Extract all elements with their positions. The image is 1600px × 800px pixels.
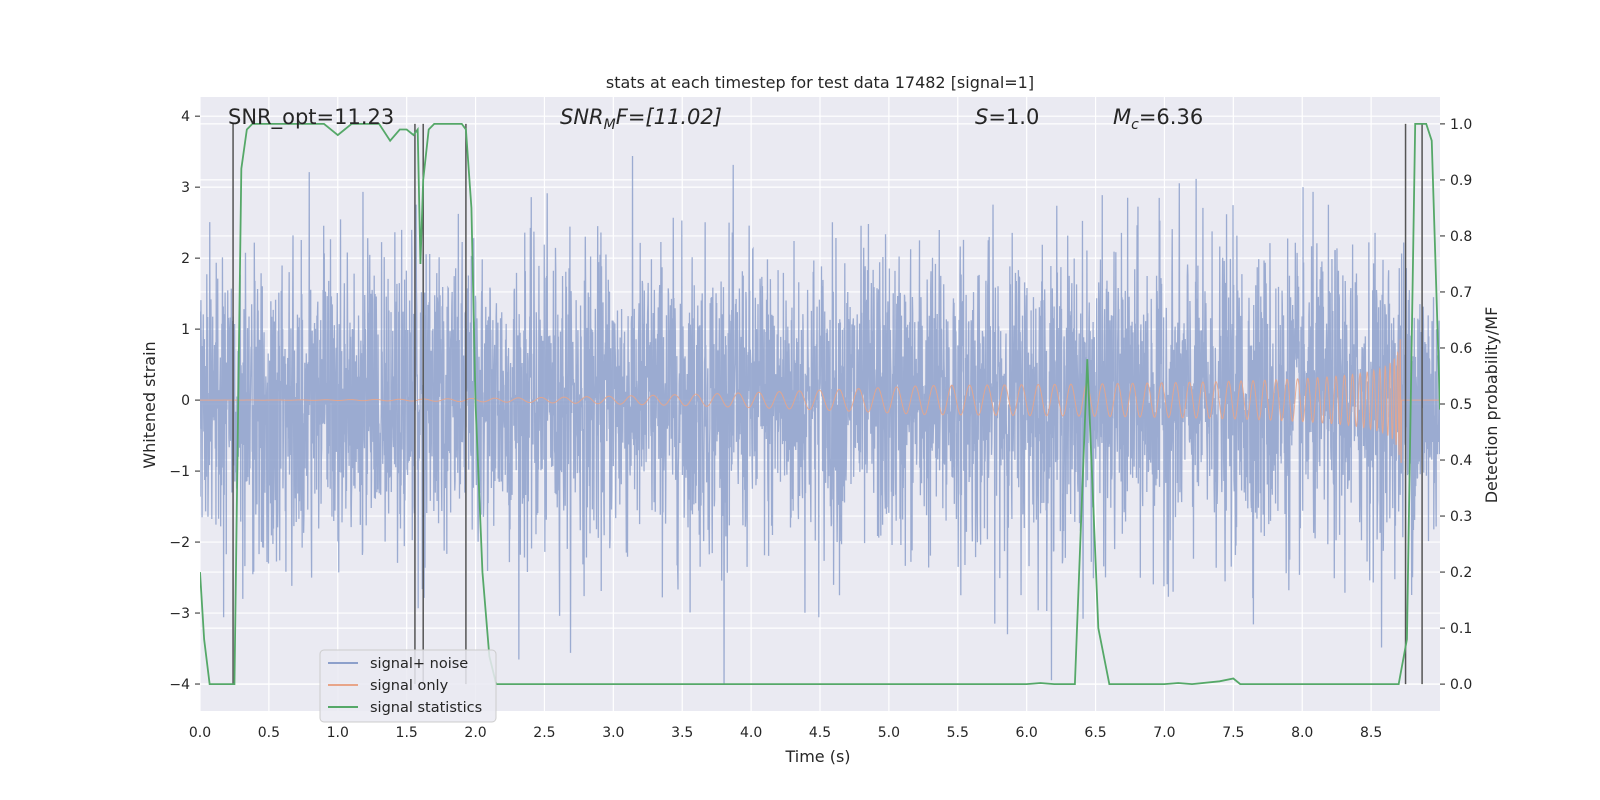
- x-tick-label: 4.5: [809, 725, 831, 741]
- right-y-tick-label: 0.6: [1450, 341, 1472, 357]
- legend: signal+ noise signal only signal statist…: [319, 649, 497, 723]
- right-y-tick-label: 0.5: [1450, 397, 1472, 413]
- x-tick-label: 5.5: [947, 725, 969, 741]
- snr-mf-subscript: M: [604, 117, 616, 133]
- x-tick-label: 7.5: [1222, 725, 1244, 741]
- x-tick-label: 5.0: [878, 725, 900, 741]
- left-y-tick-label: −2: [169, 535, 190, 551]
- right-y-tick-label: 0.0: [1450, 677, 1472, 693]
- left-y-tick-label: −1: [169, 464, 190, 480]
- x-tick-label: 4.0: [740, 725, 762, 741]
- right-y-tick-label: 0.9: [1450, 173, 1472, 189]
- mc-variable: M: [1113, 105, 1131, 129]
- right-y-tick-label: 0.3: [1450, 509, 1472, 525]
- snr-mf-suffix: F=[11.02]: [616, 105, 722, 129]
- right-y-gridlines: [200, 123, 1440, 685]
- x-tick-label: 3.0: [602, 725, 624, 741]
- x-tick-label: 0.5: [258, 725, 280, 741]
- left-y-tick-label: 3: [181, 180, 190, 196]
- legend-box: [319, 649, 497, 723]
- annotation-s: S=1.0: [975, 105, 1039, 129]
- series-line-signal-noise: [200, 155, 1440, 685]
- s-variable: S: [975, 105, 988, 129]
- right-y-tick-label: 0.7: [1450, 285, 1472, 301]
- x-tick-label: 1.0: [327, 725, 349, 741]
- right-y-axis-label: Detection probability/MF: [1482, 307, 1501, 504]
- x-tick-label: 0.0: [189, 725, 211, 741]
- mc-subscript: c: [1131, 117, 1139, 133]
- x-tick-label: 2.5: [533, 725, 555, 741]
- x-tick-label: 8.5: [1360, 725, 1382, 741]
- x-tick-label: 6.0: [1016, 725, 1038, 741]
- x-tick-label: 2.0: [464, 725, 486, 741]
- x-tick-label: 8.0: [1291, 725, 1313, 741]
- left-y-tick-label: 2: [181, 251, 190, 267]
- right-y-tick-label: 0.1: [1450, 621, 1472, 637]
- left-y-tick-label: −4: [169, 677, 190, 693]
- annotation-mc: Mc=6.36: [1113, 105, 1203, 133]
- snr-mf-prefix: SNR: [560, 105, 604, 129]
- x-tick-label: 7.0: [1153, 725, 1175, 741]
- series-line-signal-statistics: [200, 122, 1440, 686]
- left-y-tick-labels: 4 3 2 1 0 −1 −2 −3 −4: [169, 109, 200, 693]
- x-tick-labels: 0.0 0.5 1.0 1.5 2.0 2.5 3.0 3.5 4.0 4.5 5.0 5.5 6.0 6…: [189, 725, 1382, 741]
- mc-value: =6.36: [1139, 105, 1203, 129]
- right-y-tick-label: 0.2: [1450, 565, 1472, 581]
- left-y-tick-label: −3: [169, 606, 190, 622]
- chart-title: stats at each timestep for test data 174…: [606, 73, 1034, 92]
- annotation-snr-mf: SNRMF=[11.02]: [560, 105, 722, 133]
- annotation-snr-opt: SNR_opt=11.23: [228, 105, 394, 130]
- right-y-tick-labels: 1.0 0.9 0.8 0.7 0.6 0.5 0.4 0.3 0.2 0.1 0.0: [1440, 117, 1472, 693]
- legend-label-signal-only: signal only: [370, 678, 449, 694]
- left-y-tick-label: 1: [181, 322, 190, 338]
- s-value: =1.0: [988, 105, 1039, 129]
- x-tick-label: 3.5: [671, 725, 693, 741]
- left-y-tick-label: 4: [181, 109, 190, 125]
- series-line-signal-only: [200, 339, 1440, 463]
- x-tick-label: 1.5: [396, 725, 418, 741]
- right-y-tick-label: 1.0: [1450, 117, 1472, 133]
- vertical-markers: [232, 123, 1423, 685]
- x-axis-label: Time (s): [784, 747, 850, 766]
- x-tick-label: 6.5: [1084, 725, 1106, 741]
- legend-label-signal-noise: signal+ noise: [370, 656, 468, 672]
- legend-label-signal-statistics: signal statistics: [370, 700, 482, 716]
- left-y-tick-label: 0: [181, 393, 190, 409]
- right-y-tick-label: 0.4: [1450, 453, 1472, 469]
- right-y-tick-label: 0.8: [1450, 229, 1472, 245]
- left-y-axis-label: Whitened strain: [140, 341, 159, 468]
